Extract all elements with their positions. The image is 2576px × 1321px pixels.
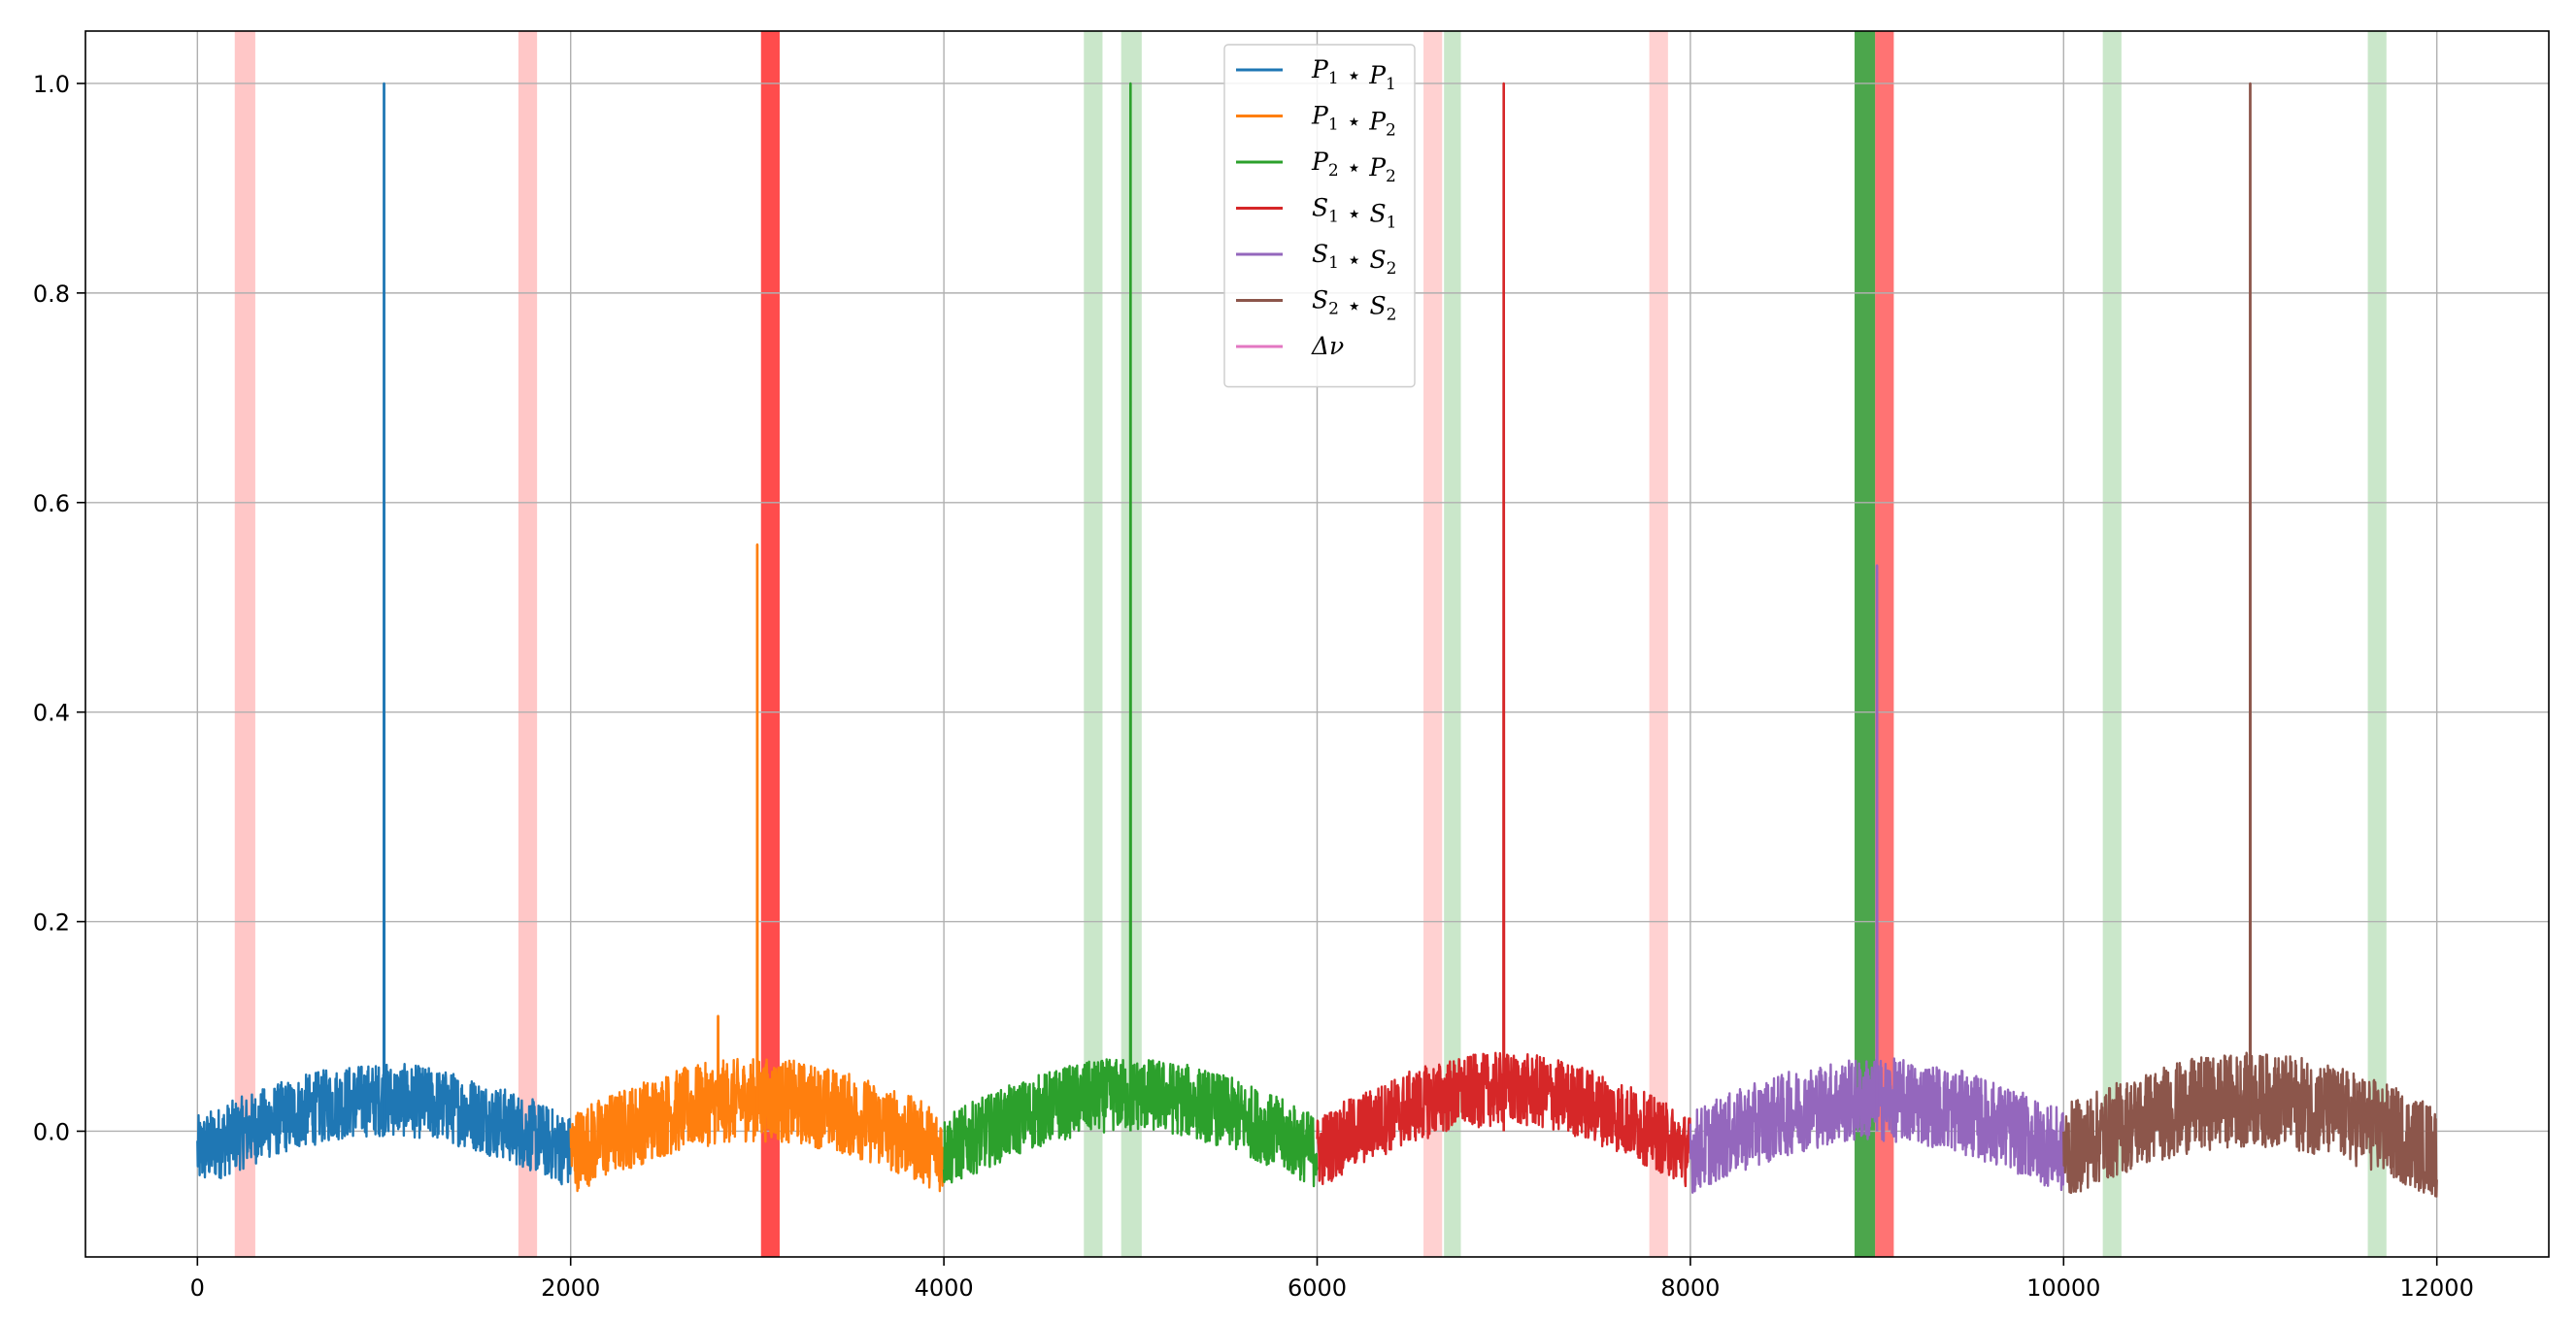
y-tick-label-3: 0.6 <box>33 490 70 517</box>
axis-ticks: 0 2000 4000 6000 8000 10000 12000 0.0 0.2 0.4 0.6 0… <box>33 71 2474 1302</box>
y-tick-label-1: 0.2 <box>33 909 70 937</box>
shaded-band-8 <box>1855 31 1876 1257</box>
series-line-2 <box>942 82 1319 1188</box>
legend: P1 ⋆ P1 P1 ⋆ P2 P2 ⋆ P2 S1 ⋆ S1 S1 ⋆ S2 S2 ⋆ … <box>1223 44 1416 388</box>
legend-label-6: Δν <box>1311 332 1344 360</box>
legend-label-4: S1 ⋆ S2 <box>1312 240 1396 279</box>
y-tick-label-2: 0.4 <box>33 700 70 727</box>
legend-label-5: S2 ⋆ S2 <box>1312 286 1396 325</box>
legend-label-1: P1 ⋆ P2 <box>1311 102 1396 141</box>
y-tick-label-4: 0.8 <box>33 281 70 308</box>
legend-label-0: P1 ⋆ P1 <box>1311 55 1396 94</box>
shaded-band-2 <box>760 31 780 1257</box>
shaded-band-3 <box>1084 31 1103 1257</box>
x-tick-label-2: 4000 <box>915 1274 974 1302</box>
series-line-5 <box>2062 82 2438 1198</box>
x-tick-label-1: 2000 <box>541 1274 600 1302</box>
series-line-3 <box>1316 82 1692 1188</box>
shaded-band-11 <box>2367 31 2387 1257</box>
series-line-0 <box>196 82 572 1186</box>
shaded-band-5 <box>1423 31 1443 1257</box>
x-tick-label-4: 8000 <box>1660 1274 1720 1302</box>
x-tick-label-0: 0 <box>190 1274 205 1302</box>
legend-label-2: P2 ⋆ P2 <box>1311 148 1396 186</box>
shaded-band-6 <box>1444 31 1461 1257</box>
legend-label-3: S1 ⋆ S1 <box>1312 194 1396 233</box>
shaded-band-10 <box>2102 31 2122 1257</box>
shaded-band-9 <box>1875 31 1894 1257</box>
series-lines <box>196 82 2438 1198</box>
x-tick-label-6: 12000 <box>2400 1274 2474 1302</box>
shaded-band-0 <box>234 31 255 1257</box>
y-tick-label-0: 0.0 <box>33 1118 70 1145</box>
shaded-band-1 <box>518 31 538 1257</box>
x-tick-label-3: 6000 <box>1288 1274 1347 1302</box>
shaded-band-7 <box>1649 31 1668 1257</box>
x-tick-label-5: 10000 <box>2026 1274 2100 1302</box>
shaded-bands <box>234 31 2387 1257</box>
y-tick-label-5: 1.0 <box>33 71 70 98</box>
